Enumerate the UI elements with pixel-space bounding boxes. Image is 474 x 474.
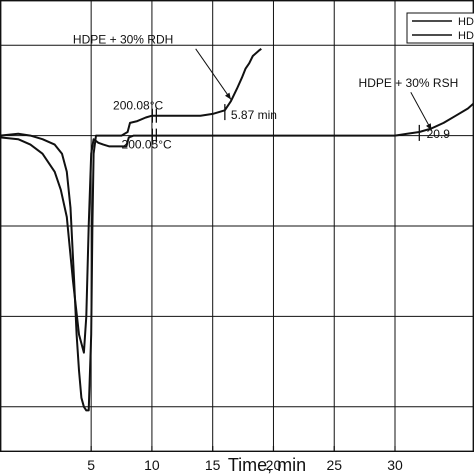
annotation-arrow — [195, 48, 232, 100]
legend-entry-label: HD — [458, 30, 474, 42]
x-tick-label: 30 — [387, 457, 403, 473]
annotation-layer: HDPE + 30% RDH 200.08°C 200.05°C 5.87 min HD… — [73, 32, 458, 151]
x-tick-label: 25 — [326, 457, 342, 473]
annotation-rdh-label: HDPE + 30% RDH — [73, 32, 173, 46]
x-tick-label: 5 — [87, 457, 95, 473]
series-layer — [0, 47, 474, 412]
x-tick-label: 20 — [266, 457, 282, 473]
tick-layer: 5 10 15 20 25 30 — [87, 446, 403, 473]
annotation-time-rsh: 20.9 — [427, 127, 451, 141]
legend-box — [406, 12, 474, 44]
legend: HD HD — [406, 12, 474, 44]
annotation-time-rdh: 5.87 min — [231, 108, 277, 122]
series-line-2 — [0, 102, 474, 354]
annotation-arrowhead — [225, 92, 231, 100]
annotation-arrowhead — [425, 123, 432, 131]
plot-frame — [0, 0, 474, 453]
annotation-temp-lower: 200.05°C — [122, 138, 173, 152]
series-line-1 — [0, 47, 262, 412]
annotation-arrow — [410, 91, 432, 131]
x-axis-label: Time, min — [228, 455, 306, 474]
annotation-rsh-label: HDPE + 30% RSH — [359, 76, 459, 90]
x-tick-label: 10 — [144, 457, 160, 473]
marker-layer — [151, 104, 420, 143]
annotation-temp-upper: 200.08°C — [113, 98, 164, 112]
legend-entry-label: HD — [458, 16, 474, 28]
x-tick-label: 15 — [205, 457, 221, 473]
